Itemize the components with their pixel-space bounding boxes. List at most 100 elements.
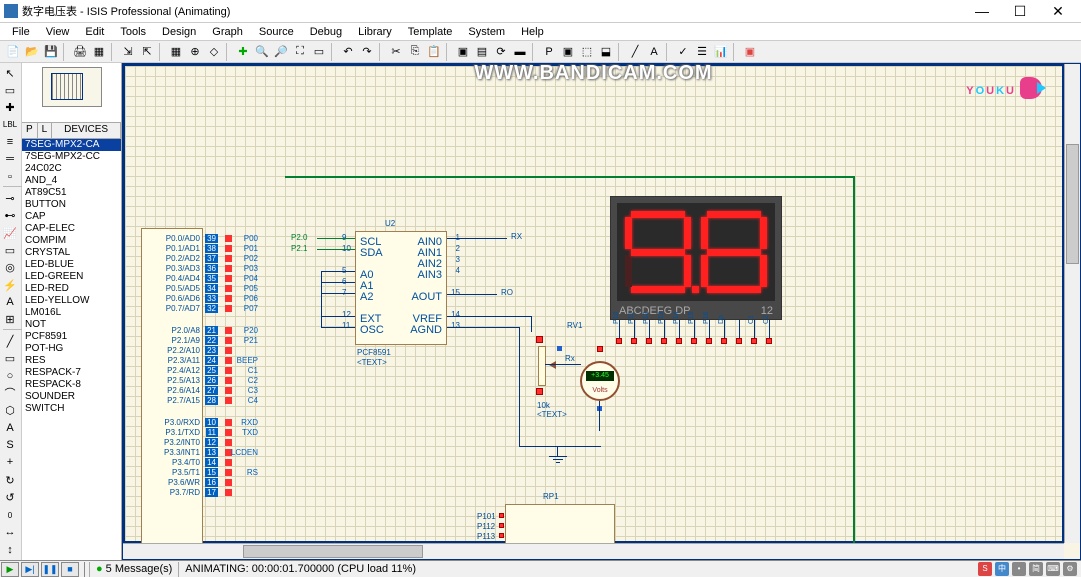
device-item[interactable]: LED-YELLOW bbox=[22, 295, 121, 307]
block-copy-icon[interactable]: ▣ bbox=[454, 43, 472, 61]
circle-icon[interactable]: ○ bbox=[1, 368, 19, 384]
script-icon[interactable]: ≡ bbox=[1, 134, 19, 150]
paste-icon[interactable]: 📋 bbox=[425, 43, 443, 61]
device-item[interactable]: LED-RED bbox=[22, 283, 121, 295]
box-icon[interactable]: ▭ bbox=[1, 351, 19, 367]
text2d-icon[interactable]: A bbox=[1, 420, 19, 436]
terminal-icon[interactable]: ⊸ bbox=[1, 191, 19, 207]
zoomout-icon[interactable]: 🔎 bbox=[272, 43, 290, 61]
picker-l-tab[interactable]: L bbox=[38, 123, 53, 138]
ime-badge[interactable]: ⚙ bbox=[1063, 562, 1077, 576]
ime-badge[interactable]: 简 bbox=[1029, 562, 1043, 576]
instrument-icon[interactable]: ⊞ bbox=[1, 311, 19, 327]
play-button[interactable]: ▶ bbox=[1, 562, 19, 577]
netlist-icon[interactable]: ☰ bbox=[693, 43, 711, 61]
block-rotate-icon[interactable]: ⟳ bbox=[492, 43, 510, 61]
menu-design[interactable]: Design bbox=[154, 25, 204, 39]
tape-icon[interactable]: ▭ bbox=[1, 242, 19, 258]
device-item[interactable]: RES bbox=[22, 355, 121, 367]
menu-help[interactable]: Help bbox=[513, 25, 552, 39]
component-voltmeter[interactable]: +3.45 Volts bbox=[580, 361, 620, 401]
pause-button[interactable]: ❚❚ bbox=[41, 562, 59, 577]
mirror-v-icon[interactable]: ↕ bbox=[1, 542, 19, 558]
grid-icon[interactable]: ▦ bbox=[167, 43, 185, 61]
bom-icon[interactable]: 📊 bbox=[712, 43, 730, 61]
device-item[interactable]: CAP-ELEC bbox=[22, 223, 121, 235]
maximize-button[interactable]: ☐ bbox=[1001, 0, 1039, 22]
device-item[interactable]: RESPACK-7 bbox=[22, 367, 121, 379]
selection-icon[interactable]: ↖ bbox=[1, 65, 19, 81]
device-item[interactable]: LED-BLUE bbox=[22, 259, 121, 271]
component-rv1[interactable] bbox=[538, 346, 546, 386]
arc-icon[interactable]: ⌒ bbox=[1, 385, 19, 401]
component-7seg-display[interactable]: ABCDEFG DP 12 bbox=[610, 196, 782, 320]
save-icon[interactable]: 💾 bbox=[42, 43, 60, 61]
import-icon[interactable]: ⇲ bbox=[119, 43, 137, 61]
picker-p-tab[interactable]: P bbox=[22, 123, 38, 138]
device-item[interactable]: CAP bbox=[22, 211, 121, 223]
menu-debug[interactable]: Debug bbox=[302, 25, 350, 39]
overview-panel[interactable] bbox=[22, 63, 121, 123]
redo-icon[interactable]: ↷ bbox=[358, 43, 376, 61]
new-icon[interactable]: 📄 bbox=[4, 43, 22, 61]
wire-icon[interactable]: ╱ bbox=[626, 43, 644, 61]
device-item[interactable]: LED-GREEN bbox=[22, 271, 121, 283]
menu-source[interactable]: Source bbox=[251, 25, 302, 39]
undo-icon[interactable]: ↶ bbox=[339, 43, 357, 61]
generator-icon[interactable]: ◎ bbox=[1, 260, 19, 276]
device-item[interactable]: COMPIM bbox=[22, 235, 121, 247]
package-icon[interactable]: ⬚ bbox=[578, 43, 596, 61]
stop-button[interactable]: ■ bbox=[61, 562, 79, 577]
rotate-ccw-icon[interactable]: ↺ bbox=[1, 490, 19, 506]
messages-status[interactable]: ● 5 Message(s) bbox=[89, 562, 178, 577]
origin-icon[interactable]: ⊕ bbox=[186, 43, 204, 61]
device-list[interactable]: 7SEG-MPX2-CA7SEG-MPX2-CC24C02CAND_4AT89C… bbox=[22, 139, 121, 560]
pick-icon[interactable]: P bbox=[540, 43, 558, 61]
device-item[interactable]: SWITCH bbox=[22, 403, 121, 415]
rotate-cw-icon[interactable]: ↻ bbox=[1, 473, 19, 489]
minimize-button[interactable]: — bbox=[963, 0, 1001, 22]
device-item[interactable]: NOT bbox=[22, 319, 121, 331]
close-button[interactable]: ✕ bbox=[1039, 0, 1077, 22]
print-icon[interactable]: 🖨 bbox=[71, 43, 89, 61]
snap-icon[interactable]: ◇ bbox=[205, 43, 223, 61]
junction-icon[interactable]: ✚ bbox=[1, 100, 19, 116]
menu-system[interactable]: System bbox=[460, 25, 513, 39]
menu-graph[interactable]: Graph bbox=[204, 25, 251, 39]
angle-field[interactable]: 0 bbox=[1, 507, 19, 523]
marker-icon[interactable]: + bbox=[1, 454, 19, 470]
ime-badge[interactable]: 中 bbox=[995, 562, 1009, 576]
component-icon[interactable]: ▭ bbox=[1, 82, 19, 98]
copy-icon[interactable]: ⎘ bbox=[406, 43, 424, 61]
scrollbar-vertical[interactable] bbox=[1064, 64, 1080, 543]
schematic-canvas[interactable]: WWW.BANDICAM.COM YOUKU P0.0/AD039P00P0.1… bbox=[122, 63, 1081, 560]
probe-v-icon[interactable]: ⚡ bbox=[1, 277, 19, 293]
block-move-icon[interactable]: ▤ bbox=[473, 43, 491, 61]
symbol-icon[interactable]: S bbox=[1, 437, 19, 453]
step-button[interactable]: ▶| bbox=[21, 562, 39, 577]
menu-file[interactable]: File bbox=[4, 25, 38, 39]
menu-view[interactable]: View bbox=[38, 25, 78, 39]
pin-icon[interactable]: ⊷ bbox=[1, 208, 19, 224]
device-item[interactable]: POT-HG bbox=[22, 343, 121, 355]
device-item[interactable]: AT89C51 bbox=[22, 187, 121, 199]
ime-badge[interactable]: • bbox=[1012, 562, 1026, 576]
device-item[interactable]: LM016L bbox=[22, 307, 121, 319]
device-item[interactable]: 7SEG-MPX2-CA bbox=[22, 139, 121, 151]
ime-badge[interactable]: ⌨ bbox=[1046, 562, 1060, 576]
path-icon[interactable]: ⬡ bbox=[1, 402, 19, 418]
area-icon[interactable]: ▦ bbox=[90, 43, 108, 61]
label-icon[interactable]: LBL bbox=[1, 117, 19, 133]
menu-tools[interactable]: Tools bbox=[112, 25, 154, 39]
ime-badge[interactable]: S bbox=[978, 562, 992, 576]
menu-template[interactable]: Template bbox=[400, 25, 461, 39]
bus-icon[interactable]: ═ bbox=[1, 151, 19, 167]
zoomin-icon[interactable]: 🔍 bbox=[253, 43, 271, 61]
decompose-icon[interactable]: ⬓ bbox=[597, 43, 615, 61]
make-icon[interactable]: ▣ bbox=[559, 43, 577, 61]
mirror-h-icon[interactable]: ↔ bbox=[1, 524, 19, 540]
device-item[interactable]: CRYSTAL bbox=[22, 247, 121, 259]
menu-edit[interactable]: Edit bbox=[77, 25, 112, 39]
device-item[interactable]: 24C02C bbox=[22, 163, 121, 175]
export-icon[interactable]: ⇱ bbox=[138, 43, 156, 61]
